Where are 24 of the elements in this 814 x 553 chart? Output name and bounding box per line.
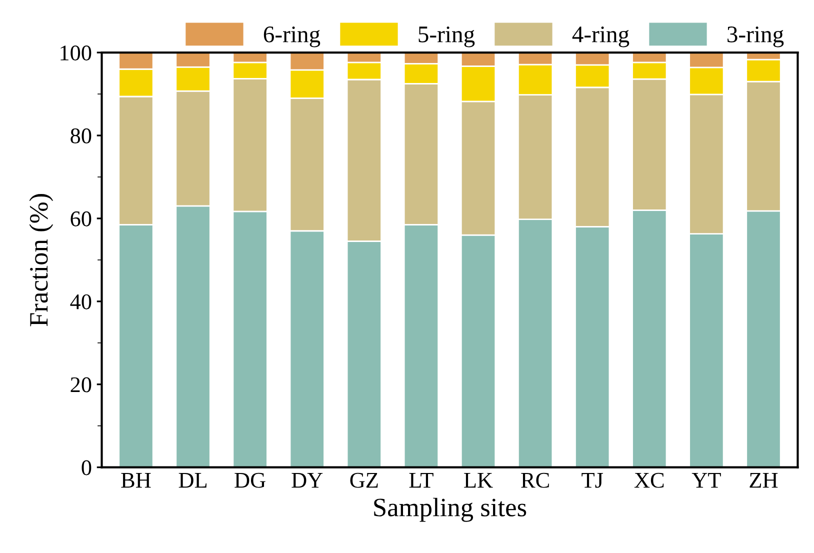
y-tick-label: 40 bbox=[70, 294, 92, 310]
legend-label: 6-ring bbox=[264, 26, 320, 48]
y-tick-label: 0 bbox=[82, 460, 92, 476]
x-axis-title: Sampling sites bbox=[374, 498, 526, 522]
x-tick-label: DL bbox=[178, 473, 206, 488]
x-tick-label: LT bbox=[409, 473, 434, 488]
x-tick-label: YT bbox=[692, 473, 721, 488]
x-tick-label: LK bbox=[464, 473, 493, 488]
legend-label: 4-ring bbox=[572, 26, 630, 48]
y-axis-title: Fraction (%) bbox=[29, 194, 54, 326]
y-tick-label: 60 bbox=[70, 211, 92, 226]
x-tick-label: ZH bbox=[750, 473, 778, 488]
y-tick-label: 20 bbox=[70, 377, 92, 392]
legend-label: 5-ring bbox=[418, 26, 475, 48]
x-tick-label: TJ bbox=[582, 473, 603, 488]
x-tick-label: RC bbox=[521, 472, 549, 488]
y-tick-label: 100 bbox=[60, 45, 92, 60]
y-tick-label: 80 bbox=[70, 128, 92, 144]
x-tick-label: XC bbox=[634, 472, 664, 488]
x-tick-label: DY bbox=[292, 473, 323, 488]
x-tick-label: BH bbox=[121, 473, 151, 488]
legend-label: 3-ring bbox=[728, 26, 784, 48]
x-tick-label: GZ bbox=[350, 472, 378, 488]
x-tick-label: DG bbox=[234, 472, 266, 488]
